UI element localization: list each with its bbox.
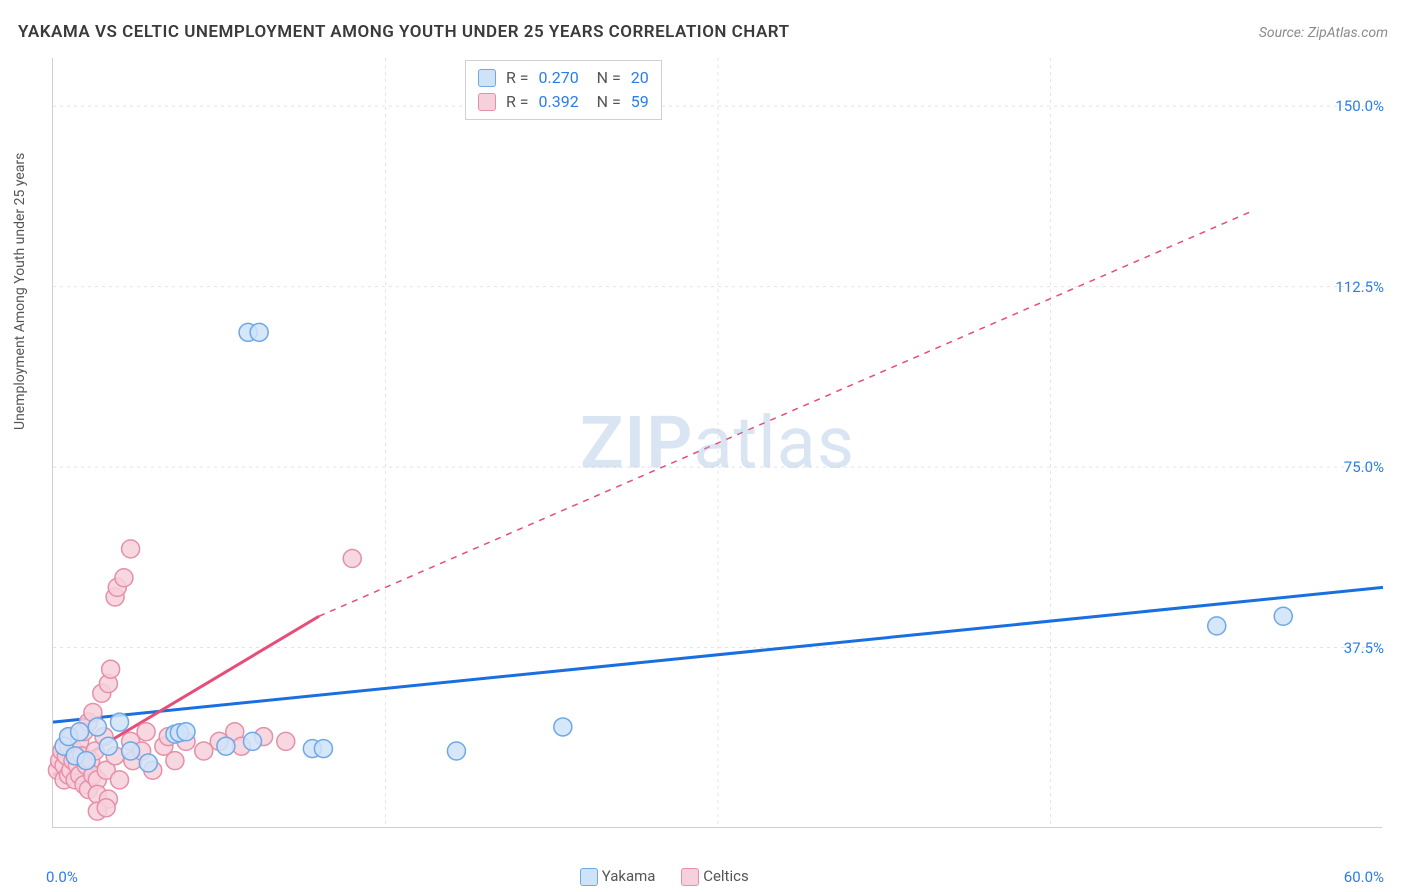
stats-row-yakama: R = 0.270 N = 20 — [478, 66, 649, 90]
y-tick-label: 150.0% — [1335, 97, 1384, 115]
legend-item-celtics: Celtics — [681, 867, 748, 886]
source-label: Source: ZipAtlas.com — [1259, 25, 1388, 41]
legend-item-yakama: Yakama — [580, 867, 655, 886]
x-axis-max-label: 60.0% — [1344, 868, 1384, 886]
stats-n-yakama: 20 — [631, 66, 649, 90]
y-tick-label: 37.5% — [1344, 639, 1384, 657]
y-tick-label: 112.5% — [1335, 278, 1384, 296]
chart-title: YAKAMA VS CELTIC UNEMPLOYMENT AMONG YOUT… — [18, 22, 790, 42]
swatch-celtics — [478, 93, 496, 111]
legend-label-celtics: Celtics — [703, 867, 749, 885]
y-axis-label: Unemployment Among Youth under 25 years — [12, 153, 28, 430]
plot-area: ZIPatlas — [52, 58, 1382, 828]
x-axis-min-label: 0.0% — [46, 868, 78, 886]
stats-n-celtics: 59 — [631, 90, 649, 114]
y-tick-label: 75.0% — [1344, 458, 1384, 476]
stats-legend: R = 0.270 N = 20 R = 0.392 N = 59 — [465, 60, 662, 120]
stats-r-label: R = — [502, 66, 533, 90]
swatch-yakama — [580, 868, 598, 886]
chart-svg — [53, 58, 1382, 827]
stats-r-label: R = — [502, 90, 533, 114]
stats-n-label: N = — [585, 90, 625, 114]
stats-r-celtics: 0.392 — [539, 90, 579, 114]
stats-n-label: N = — [585, 66, 625, 90]
legend-label-yakama: Yakama — [602, 867, 656, 885]
stats-row-celtics: R = 0.392 N = 59 — [478, 90, 649, 114]
swatch-yakama — [478, 69, 496, 87]
stats-r-yakama: 0.270 — [539, 66, 579, 90]
swatch-celtics — [681, 868, 699, 886]
series-legend: Yakama Celtics — [580, 867, 749, 886]
header: YAKAMA VS CELTIC UNEMPLOYMENT AMONG YOUT… — [18, 22, 1388, 42]
